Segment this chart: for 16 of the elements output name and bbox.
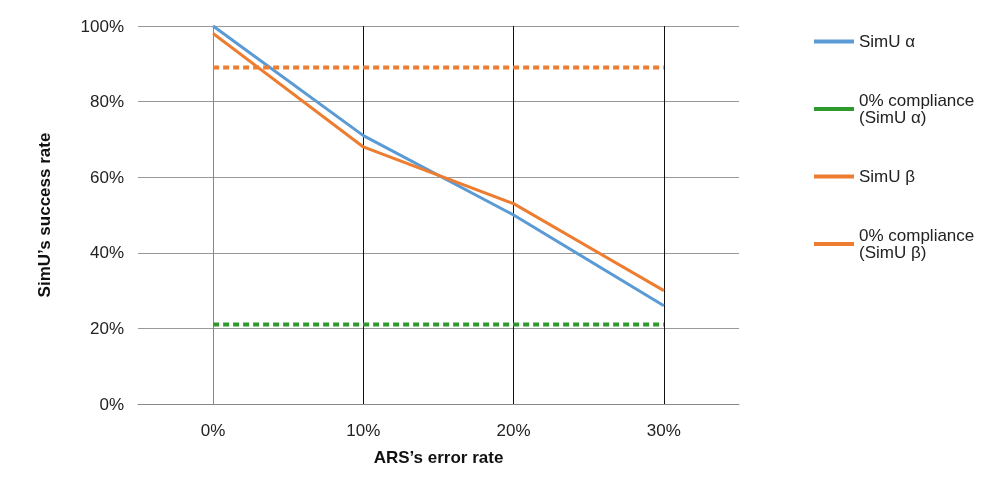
x-tick-label: 20% (496, 421, 531, 440)
y-tick-label: 0% (99, 394, 124, 414)
legend-label: 0% compliance (SimU β) (859, 226, 980, 262)
legend-label: SimU α (859, 32, 916, 51)
x-tick-label: 0% (200, 421, 226, 440)
legend-label: 0% compliance (SimU α) (859, 91, 980, 127)
y-tick-label: 60% (89, 167, 124, 187)
x-tick-label: 30% (646, 421, 681, 440)
y-tick-label: 20% (89, 318, 124, 338)
y-axis-title: SimU’s success rate (35, 132, 54, 298)
x-tick-label: 10% (346, 421, 381, 440)
x-axis-title: ARS’s error rate (373, 448, 504, 467)
y-tick-label: 100% (80, 16, 124, 36)
y-tick-label: 80% (89, 92, 124, 112)
y-tick-label: 40% (89, 243, 124, 263)
legend-label: SimU β (859, 167, 916, 186)
